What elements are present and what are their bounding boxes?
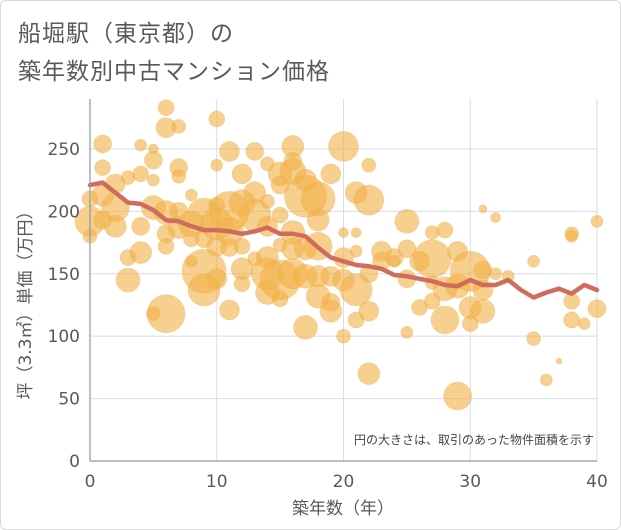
data-bubble xyxy=(157,99,175,117)
data-bubble xyxy=(430,305,460,335)
data-bubble xyxy=(245,142,265,161)
data-bubble xyxy=(387,254,401,268)
data-bubble xyxy=(339,273,373,307)
data-bubble xyxy=(146,294,186,334)
y-tick-label: 200 xyxy=(48,202,80,222)
data-bubble xyxy=(271,290,289,308)
data-bubble xyxy=(319,299,343,323)
x-tick-label: 30 xyxy=(459,472,481,492)
chart-title-line-1: 船堀駅（東京都）の xyxy=(18,21,234,47)
data-bubble xyxy=(578,317,591,330)
data-bubble xyxy=(565,230,578,243)
axes: 0 50 100 150 200 250 0 10 20 30 40 xyxy=(48,99,608,492)
data-bubble xyxy=(320,163,342,185)
data-bubble xyxy=(349,244,363,258)
data-bubble xyxy=(490,212,501,223)
data-bubble xyxy=(470,298,496,324)
data-bubble xyxy=(539,373,553,387)
data-bubble xyxy=(526,331,541,346)
data-bubble xyxy=(134,138,147,152)
data-bubble xyxy=(210,158,224,172)
data-bubble xyxy=(397,239,417,259)
data-bubble xyxy=(293,315,318,340)
data-bubble xyxy=(587,299,607,319)
data-bubble xyxy=(412,239,452,279)
data-bubble xyxy=(336,328,351,344)
data-bubble xyxy=(231,163,253,185)
average-line-layer xyxy=(87,180,600,300)
data-bubble xyxy=(171,119,187,134)
data-bubble xyxy=(443,381,472,411)
data-bubble xyxy=(328,131,359,162)
data-bubble xyxy=(478,204,488,214)
data-bubble xyxy=(260,194,275,209)
x-axis-title: 築年数（年） xyxy=(292,499,394,519)
data-bubble xyxy=(132,165,149,183)
data-bubble xyxy=(590,215,604,228)
data-bubble xyxy=(206,268,228,290)
x-tick-label: 0 xyxy=(85,472,96,492)
average-price-line xyxy=(87,180,600,300)
data-bubble xyxy=(563,311,580,329)
bubble-size-note: 円の大きさは、取引のあった物件面積を示す xyxy=(354,432,594,447)
x-tick-label: 40 xyxy=(586,472,608,492)
data-bubble xyxy=(104,215,127,238)
data-bubble xyxy=(400,326,414,339)
data-bubble xyxy=(94,159,111,176)
data-bubble xyxy=(436,221,454,239)
data-bubble xyxy=(358,300,380,322)
data-bubble xyxy=(233,237,251,255)
data-bubble xyxy=(461,315,479,332)
data-bubble xyxy=(394,209,420,234)
data-bubble xyxy=(144,150,163,170)
data-bubble xyxy=(131,217,150,236)
data-bubble xyxy=(489,267,502,281)
data-bubble xyxy=(350,227,362,238)
data-bubble xyxy=(219,141,240,162)
x-tick-label: 10 xyxy=(206,472,228,492)
data-bubble xyxy=(271,206,289,224)
data-bubble xyxy=(115,267,141,293)
data-bubble xyxy=(157,237,175,255)
data-bubble xyxy=(233,275,251,293)
x-tick-label: 20 xyxy=(333,472,355,492)
data-bubble xyxy=(93,134,112,154)
y-tick-label: 100 xyxy=(48,327,80,347)
data-bubble xyxy=(353,184,385,216)
data-bubble xyxy=(171,169,187,184)
y-tick-label: 250 xyxy=(48,140,80,160)
data-bubble xyxy=(473,260,493,280)
data-bubble xyxy=(338,227,349,238)
chart-title: 船堀駅（東京都）の 築年数別中古マンション価格 xyxy=(18,15,330,91)
data-bubble xyxy=(357,362,381,385)
y-tick-label: 150 xyxy=(48,265,80,285)
data-bubble xyxy=(527,254,540,268)
y-axis-title: 坪（3.3㎡）単価（万円） xyxy=(16,202,36,399)
chart-title-line-2: 築年数別中古マンション価格 xyxy=(18,59,330,85)
data-bubble xyxy=(361,157,377,173)
data-bubble xyxy=(185,188,198,202)
bubble-layer xyxy=(74,99,607,411)
y-tick-label: 0 xyxy=(69,452,80,472)
y-tick-label: 50 xyxy=(58,390,80,410)
data-bubble xyxy=(208,110,226,128)
data-bubble xyxy=(423,292,441,310)
data-bubble xyxy=(555,357,563,365)
data-bubble xyxy=(129,241,152,264)
data-bubble xyxy=(147,173,160,187)
data-bubble xyxy=(306,208,330,232)
data-bubble xyxy=(219,299,240,321)
